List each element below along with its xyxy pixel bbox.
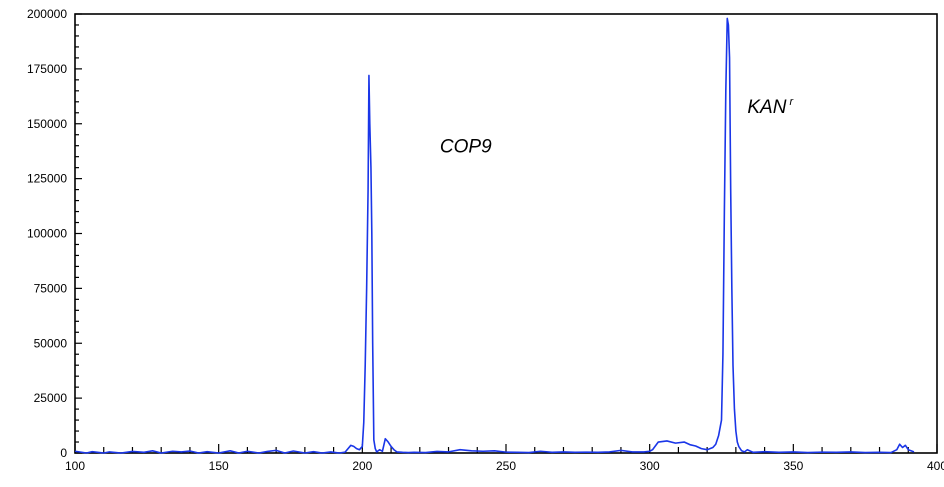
y-tick-label: 100000 — [27, 227, 67, 241]
annotation-superscript: r — [789, 96, 794, 108]
annotation-label: COP9 — [440, 136, 492, 157]
x-tick-label: 400 — [927, 459, 944, 473]
x-tick-label: 250 — [496, 459, 516, 473]
y-tick-label: 200000 — [27, 7, 67, 21]
plot-frame — [74, 13, 938, 454]
plot-border — [74, 13, 938, 454]
x-tick-label: 300 — [640, 459, 660, 473]
annotation-label: KAN — [747, 97, 786, 118]
y-tick-label: 175000 — [27, 62, 67, 76]
series-layer — [74, 17, 915, 454]
series-line — [74, 17, 915, 454]
y-tick-label: 150000 — [27, 117, 67, 131]
x-tick-label: 150 — [209, 459, 229, 473]
y-axis: 0 25000 50000 75000 100000 125000 150000 175000… — [27, 7, 82, 460]
y-tick-label: 0 — [60, 446, 67, 460]
x-tick-label: 350 — [783, 459, 803, 473]
x-tick-label: 200 — [352, 459, 372, 473]
annotation-layer: COP9 KAN r — [440, 96, 795, 158]
y-tick-label: 125000 — [27, 172, 67, 186]
y-tick-label: 75000 — [34, 281, 68, 295]
y-tick-label: 50000 — [34, 336, 68, 350]
x-tick-label: 100 — [65, 459, 85, 473]
x-axis: 100 150 200 250 300 350 400 — [65, 444, 944, 473]
y-tick-label: 25000 — [34, 391, 68, 405]
